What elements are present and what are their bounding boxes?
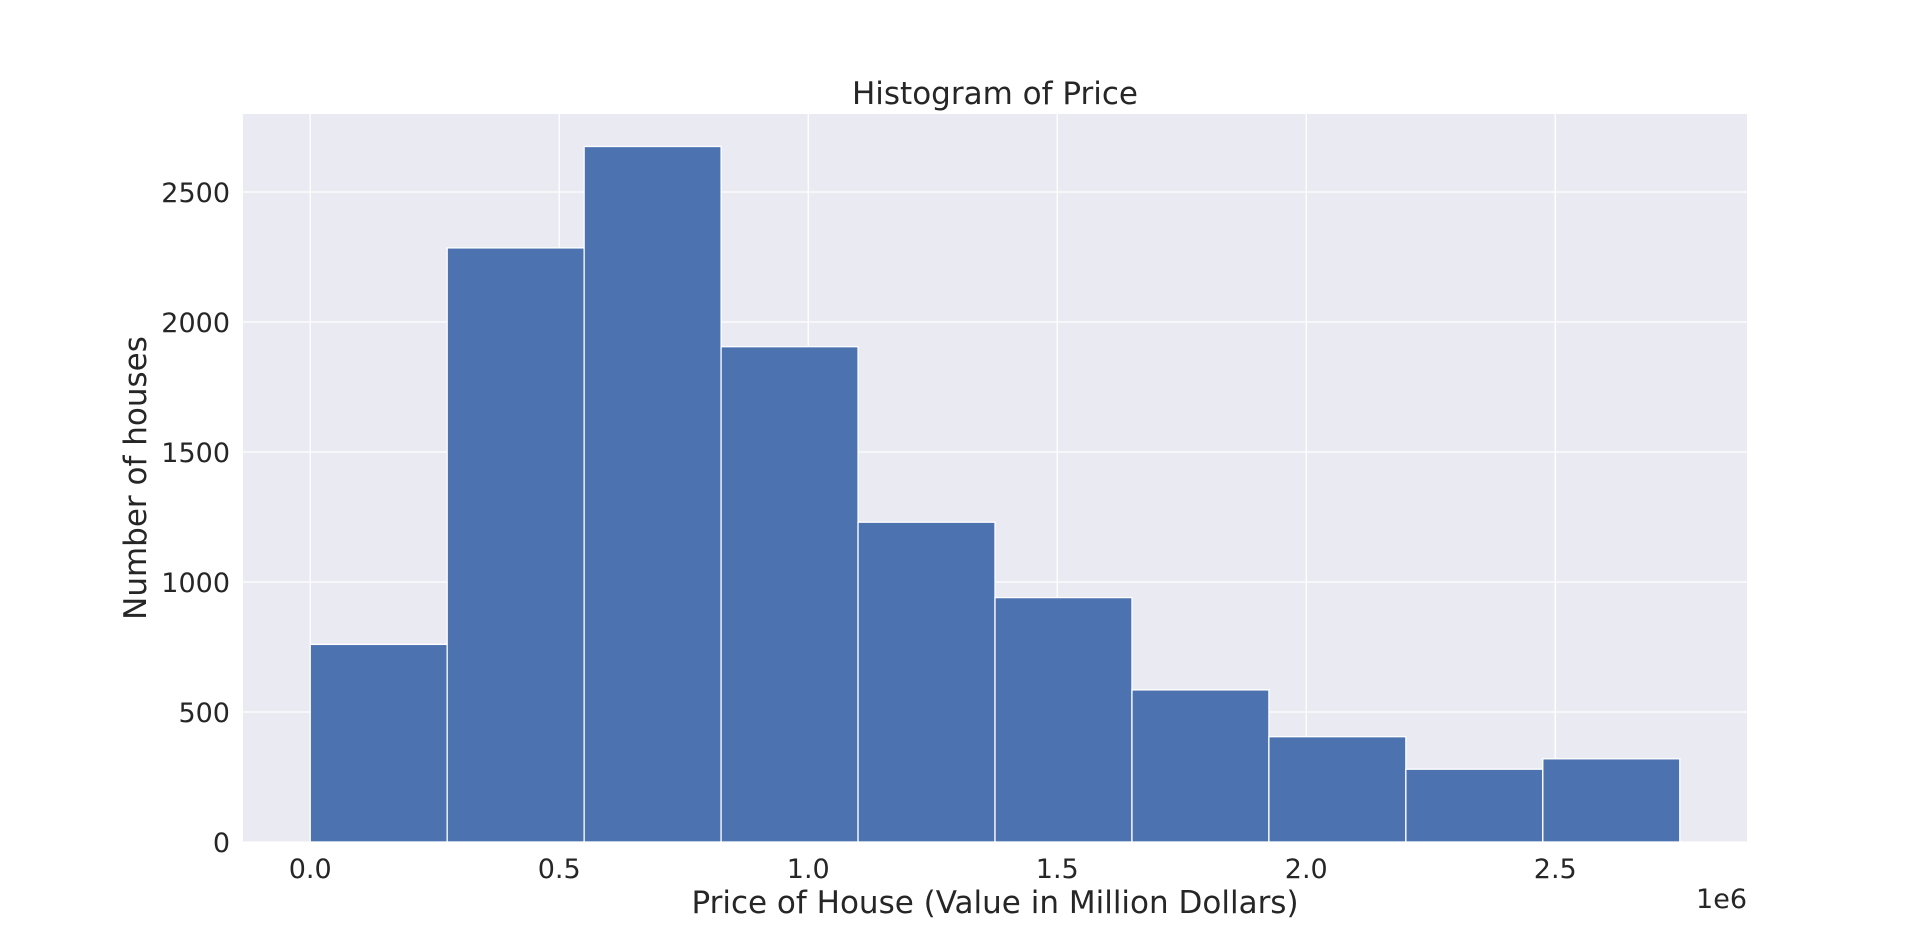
x-tick-label-4: 2.0 (1285, 854, 1328, 885)
histogram-bar-6 (1131, 689, 1270, 843)
y-axis-ticks: 0 500 1000 1500 2000 2500 (161, 178, 230, 859)
histogram-bar-4 (857, 521, 996, 843)
y-tick-label-5: 2500 (161, 178, 230, 209)
y-tick-label-4: 2000 (161, 308, 230, 339)
histogram-bar-1 (446, 247, 585, 843)
x-axis-ticks: 0.0 0.5 1.0 1.5 2.0 2.5 (289, 854, 1577, 885)
y-tick-label-3: 1500 (161, 438, 230, 469)
histogram-bar-2 (583, 145, 722, 843)
histogram-bar-0 (309, 643, 448, 843)
y-tick-label-0: 0 (213, 828, 230, 859)
x-tick-label-1: 0.5 (538, 854, 581, 885)
x-tick-label-2: 1.0 (787, 854, 830, 885)
histogram-bar-3 (720, 346, 859, 843)
x-tick-label-5: 2.5 (1534, 854, 1577, 885)
histogram-bar-5 (994, 596, 1133, 843)
chart-title: Histogram of Price (852, 76, 1138, 112)
histogram-bar-7 (1268, 736, 1407, 843)
x-tick-label-3: 1.5 (1036, 854, 1079, 885)
x-axis-label: Price of House (Value in Million Dollars… (691, 885, 1298, 921)
x-axis-offset-label: 1e6 (1696, 884, 1747, 915)
x-tick-label-0: 0.0 (289, 854, 332, 885)
histogram-bar-9 (1542, 758, 1681, 843)
y-tick-label-2: 1000 (161, 568, 230, 599)
histogram-bar-8 (1405, 768, 1544, 843)
y-tick-label-1: 500 (178, 698, 230, 729)
histogram-bars (309, 145, 1681, 843)
y-axis-label: Number of houses (118, 336, 154, 620)
